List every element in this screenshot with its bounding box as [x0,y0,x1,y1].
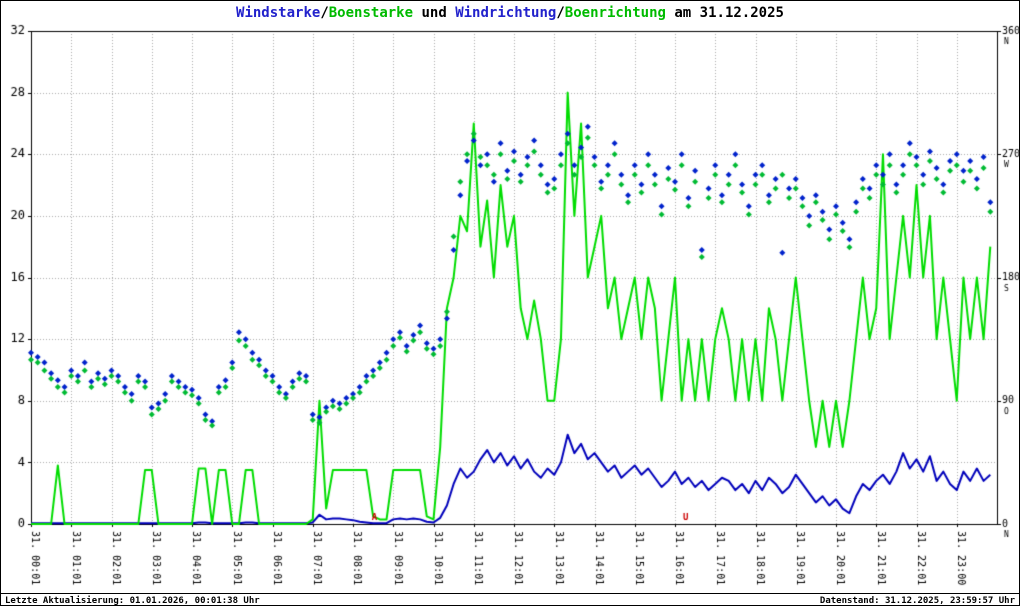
chart-title-segment: am 31.12.2025 [665,5,784,21]
chart-title-segment: und [413,5,456,21]
footer-divider [1,593,1019,594]
chart-title-segment: Windrichtung [455,5,557,21]
data-state-text: Datenstand: 31.12.2025, 23:59:57 Uhr [819,596,1015,606]
last-update-text: Letzte Aktualisierung: 01.01.2026, 00:01… [5,596,260,606]
chart-title-segment: Windstarke [236,5,321,21]
chart-title-segment: / [320,5,329,21]
chart-title: Windstarke/Boenstarke und Windrichtung/B… [1,5,1019,21]
chart-title-segment: Boenrichtung [564,5,666,21]
chart-title-segment: Boenstarke [328,5,414,21]
chart-title-segment: / [556,5,565,21]
